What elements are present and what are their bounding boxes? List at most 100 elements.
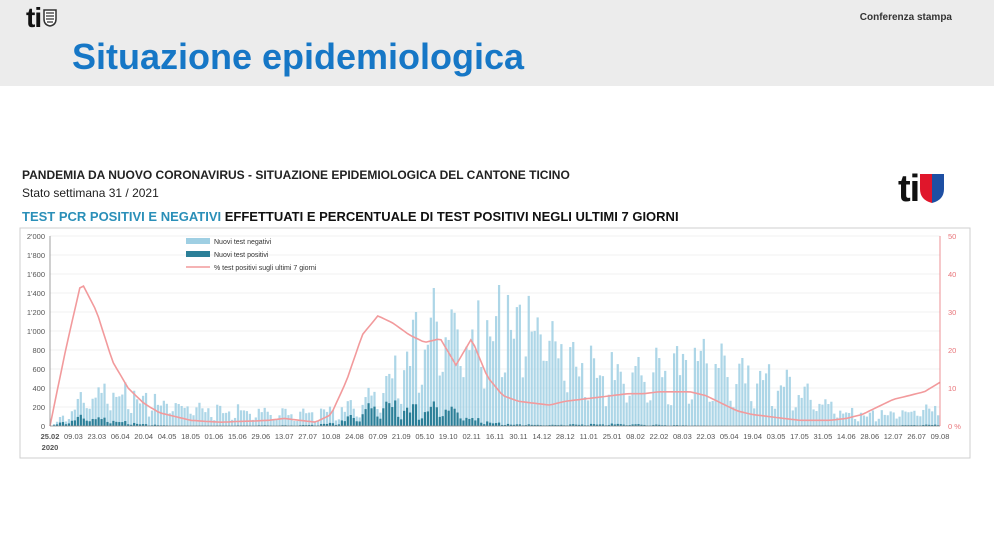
bar-positive [423,412,427,426]
bar-negative [762,380,765,426]
bar-positive [141,424,145,426]
y-left-tick-label: 1'800 [27,251,45,260]
bar-negative [732,407,735,426]
bar-negative [904,411,907,426]
bar-negative [331,410,335,426]
bar-negative [518,304,521,426]
bar-negative [868,412,872,426]
bar-negative [702,338,705,426]
bar-negative [782,386,785,426]
bar-negative [435,321,438,426]
bar-negative [103,383,106,426]
chart-subtitle: TEST PCR POSITIVI E NEGATIVI EFFETTUATI … [22,209,679,224]
bar-negative [652,372,655,426]
bar-positive [79,414,82,426]
bar-positive [536,424,539,426]
bar-negative [486,320,489,426]
bar-positive [328,422,332,426]
bar-negative [91,398,94,426]
bar-negative [230,419,234,426]
bar-negative [842,413,845,426]
bar-negative [284,408,287,426]
bar-negative [726,377,729,426]
bar-negative [272,419,275,426]
bar-positive [385,401,388,426]
bar-positive [456,412,459,426]
bar-positive [420,418,424,426]
bar-negative [394,355,397,426]
bar-negative [830,401,833,426]
x-tick-label: 18.05 [181,432,200,441]
bar-negative [770,406,774,426]
bar-negative [812,409,815,426]
canton-shield-color-icon [920,174,945,203]
x-tick-label: 21.09 [392,432,411,441]
bar-negative [308,412,311,426]
bar-negative [225,412,228,426]
bar-negative [500,377,504,426]
bar-positive [73,420,76,426]
bar-positive [934,424,937,426]
bar-positive [652,424,655,426]
x-tick-label: 29.06 [251,432,270,441]
bar-negative [862,415,866,426]
bar-positive [118,422,121,426]
bar-negative [708,401,711,426]
bar-positive [334,424,338,426]
y-left-tick-label: 1'400 [27,289,45,298]
bar-negative [385,376,388,426]
bar-positive [477,418,480,426]
bar-negative [515,307,518,426]
bar-positive [512,424,516,426]
bar-negative [346,401,349,426]
bar-negative [319,408,323,426]
bar-positive [370,408,373,426]
bar-negative [925,404,928,426]
bar-positive [904,425,907,426]
x-tick-label: 22.03 [696,432,715,441]
bar-negative [640,375,643,426]
bar-negative [477,300,480,426]
bar-negative [557,358,560,426]
bar-negative [263,407,266,426]
bar-positive [489,422,492,426]
bar-positive [471,417,474,426]
bar-negative [438,375,441,426]
bar-negative [337,419,340,426]
bar-negative [759,370,762,426]
bar-positive [115,421,118,426]
bar-negative [456,329,459,426]
x-tick-label: 28.06 [860,432,879,441]
bar-negative [471,329,474,426]
bar-negative [607,394,610,426]
bar-positive [569,424,572,426]
legend-swatch-negatives [186,238,210,244]
x-tick-label: 13.07 [275,432,294,441]
bar-negative [560,344,563,426]
bar-positive [355,421,358,426]
bar-negative [649,400,652,426]
bar-positive [340,420,343,426]
bar-negative [139,403,142,426]
bar-positive [136,423,139,426]
epidemic-chart: 0 200 400 600 800 1'000 1'200 1'400 1'600 1'800 2'… [19,227,971,459]
bar-negative [325,411,329,426]
bar-positive [124,421,127,426]
bar-negative [495,316,498,426]
y-left-tick-label: 1'600 [27,270,45,279]
bar-positive [103,417,106,426]
bar-negative [809,399,812,426]
bar-positive [483,424,486,426]
bar-positive [922,424,925,426]
bar-negative [340,407,343,426]
x-tick-label: 12.07 [884,432,903,441]
bar-negative [305,413,308,426]
bar-positive [539,425,542,426]
bar-negative [156,404,160,426]
chart-frame [19,227,971,459]
bar-positive [97,417,100,426]
bar-positive [655,424,658,426]
bar-negative [355,416,358,426]
bar-negative [242,410,246,426]
bar-negative [121,394,124,426]
